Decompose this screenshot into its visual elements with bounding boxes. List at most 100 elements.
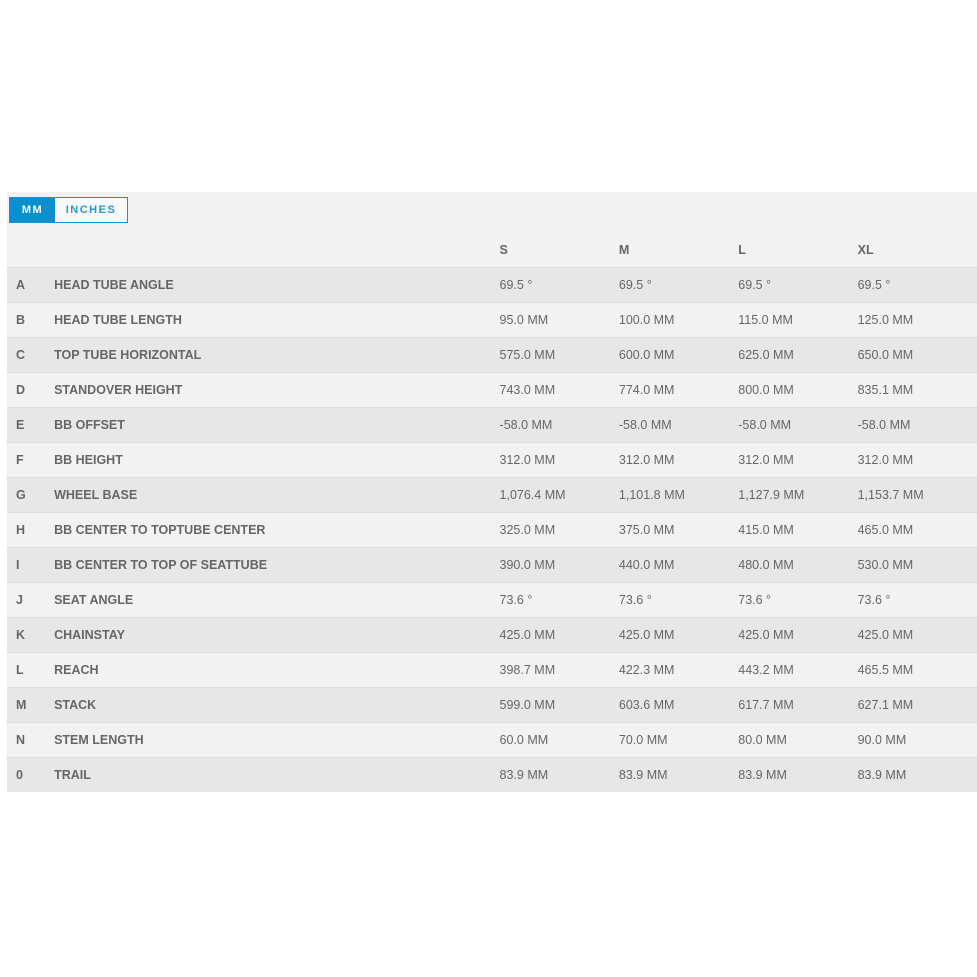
row-value: 440.0 MM — [618, 547, 739, 583]
row-value: 650.0 MM — [857, 337, 977, 373]
row-value: 425.0 MM — [618, 617, 739, 653]
row-letter: G — [7, 477, 55, 513]
table-row: I BB CENTER TO TOP OF SEATTUBE 390.0 MM 440… — [7, 547, 977, 583]
size-header: XL — [857, 243, 874, 257]
row-value: 774.0 MM — [618, 372, 739, 408]
size-header: S — [499, 243, 508, 257]
geometry-panel: MM INCHES S M L XL A HEAD TUBE ANGLE 69.5 … — [7, 192, 977, 792]
row-letter: C — [7, 337, 55, 373]
row-letter: F — [7, 442, 55, 478]
row-value: 73.6 ° — [499, 582, 619, 618]
row-value: 835.1 MM — [857, 372, 977, 408]
size-header: L — [738, 243, 746, 257]
row-value: 443.2 MM — [738, 652, 858, 688]
row-value: 480.0 MM — [738, 547, 858, 583]
table-row: K CHAINSTAY 425.0 MM 425.0 MM 425.0 MM 425.0 … — [7, 617, 977, 653]
row-letter: I — [7, 547, 55, 583]
row-value: 83.9 MM — [738, 757, 858, 792]
row-letter: 0 — [7, 757, 55, 792]
row-value: 312.0 MM — [618, 442, 739, 478]
row-letter: K — [7, 617, 55, 653]
row-name: HEAD TUBE ANGLE — [54, 267, 500, 303]
row-value: -58.0 MM — [738, 407, 858, 443]
table-row: M STACK 599.0 MM 603.6 MM 617.7 MM 627.1 MM — [7, 687, 977, 723]
table-row: F BB HEIGHT 312.0 MM 312.0 MM 312.0 MM 312.0 … — [7, 442, 977, 478]
row-value: 100.0 MM — [618, 302, 739, 338]
row-value: 73.6 ° — [738, 582, 858, 618]
row-name: TRAIL — [54, 757, 500, 792]
row-value: 95.0 MM — [499, 302, 619, 338]
row-name: BB OFFSET — [54, 407, 500, 443]
row-value: 617.7 MM — [738, 687, 858, 723]
row-value: 800.0 MM — [738, 372, 858, 408]
row-value: 83.9 MM — [499, 757, 619, 792]
row-value: 390.0 MM — [499, 547, 619, 583]
row-name: BB CENTER TO TOP OF SEATTUBE — [54, 547, 500, 583]
row-letter: N — [7, 722, 55, 758]
table-row: 0 TRAIL 83.9 MM 83.9 MM 83.9 MM 83.9 MM — [7, 757, 977, 792]
row-value: 325.0 MM — [499, 512, 619, 548]
table-row: G WHEEL BASE 1,076.4 MM 1,101.8 MM 1,127.9 M… — [7, 477, 977, 513]
row-value: 312.0 MM — [857, 442, 977, 478]
row-letter: H — [7, 512, 55, 548]
row-name: SEAT ANGLE — [54, 582, 500, 618]
row-name: STACK — [54, 687, 500, 723]
row-letter: J — [7, 582, 55, 618]
table-row: H BB CENTER TO TOPTUBE CENTER 325.0 MM 375.… — [7, 512, 977, 548]
row-name: CHAINSTAY — [54, 617, 500, 653]
row-value: 69.5 ° — [618, 267, 739, 303]
row-value: 575.0 MM — [499, 337, 619, 373]
row-value: 743.0 MM — [499, 372, 619, 408]
row-value: 1,076.4 MM — [499, 477, 619, 513]
row-value: 422.3 MM — [618, 652, 739, 688]
row-letter: M — [7, 687, 55, 723]
row-value: 599.0 MM — [499, 687, 619, 723]
row-value: 1,127.9 MM — [738, 477, 858, 513]
table-row: B HEAD TUBE LENGTH 95.0 MM 100.0 MM 115.0 MM… — [7, 302, 977, 338]
row-letter: D — [7, 372, 55, 408]
row-value: 73.6 ° — [857, 582, 977, 618]
row-value: 465.0 MM — [857, 512, 977, 548]
row-name: WHEEL BASE — [54, 477, 500, 513]
row-value: 312.0 MM — [738, 442, 858, 478]
row-value: 530.0 MM — [857, 547, 977, 583]
table-row: L REACH 398.7 MM 422.3 MM 443.2 MM 465.5 MM — [7, 652, 977, 688]
row-value: 415.0 MM — [738, 512, 858, 548]
row-letter: E — [7, 407, 55, 443]
row-value: 70.0 MM — [618, 722, 739, 758]
table-row: N STEM LENGTH 60.0 MM 70.0 MM 80.0 MM 90.0 MM — [7, 722, 977, 758]
table-row: J SEAT ANGLE 73.6 ° 73.6 ° 73.6 ° 73.6 ° — [7, 582, 977, 618]
row-letter: B — [7, 302, 55, 338]
row-value: 73.6 ° — [618, 582, 739, 618]
row-value: 425.0 MM — [857, 617, 977, 653]
row-letter: A — [7, 267, 55, 303]
row-value: 625.0 MM — [738, 337, 858, 373]
row-value: -58.0 MM — [499, 407, 619, 443]
row-value: 425.0 MM — [738, 617, 858, 653]
row-letter: L — [7, 652, 55, 688]
row-value: 69.5 ° — [499, 267, 619, 303]
row-value: 83.9 MM — [618, 757, 739, 792]
row-value: 627.1 MM — [857, 687, 977, 723]
inches-button[interactable]: INCHES — [55, 198, 127, 222]
row-value: 425.0 MM — [499, 617, 619, 653]
row-value: 1,153.7 MM — [857, 477, 977, 513]
row-name: BB HEIGHT — [54, 442, 500, 478]
row-value: 90.0 MM — [857, 722, 977, 758]
row-value: -58.0 MM — [857, 407, 977, 443]
row-value: 125.0 MM — [857, 302, 977, 338]
table-row: E BB OFFSET -58.0 MM -58.0 MM -58.0 MM -58.0 … — [7, 407, 977, 443]
row-value: 312.0 MM — [499, 442, 619, 478]
row-value: 603.6 MM — [618, 687, 739, 723]
table-row: A HEAD TUBE ANGLE 69.5 ° 69.5 ° 69.5 ° 69.5 ° — [7, 267, 977, 303]
row-name: STANDOVER HEIGHT — [54, 372, 500, 408]
header-row: S M L XL — [7, 233, 977, 268]
table-row: C TOP TUBE HORIZONTAL 575.0 MM 600.0 MM 625.… — [7, 337, 977, 373]
size-header: M — [618, 243, 630, 257]
mm-button[interactable]: MM — [10, 198, 55, 222]
row-value: 69.5 ° — [857, 267, 977, 303]
row-name: HEAD TUBE LENGTH — [54, 302, 500, 338]
row-value: 115.0 MM — [738, 302, 858, 338]
geometry-table: S M L XL A HEAD TUBE ANGLE 69.5 ° 69.5 ° 69.… — [7, 233, 977, 792]
row-value: 375.0 MM — [618, 512, 739, 548]
